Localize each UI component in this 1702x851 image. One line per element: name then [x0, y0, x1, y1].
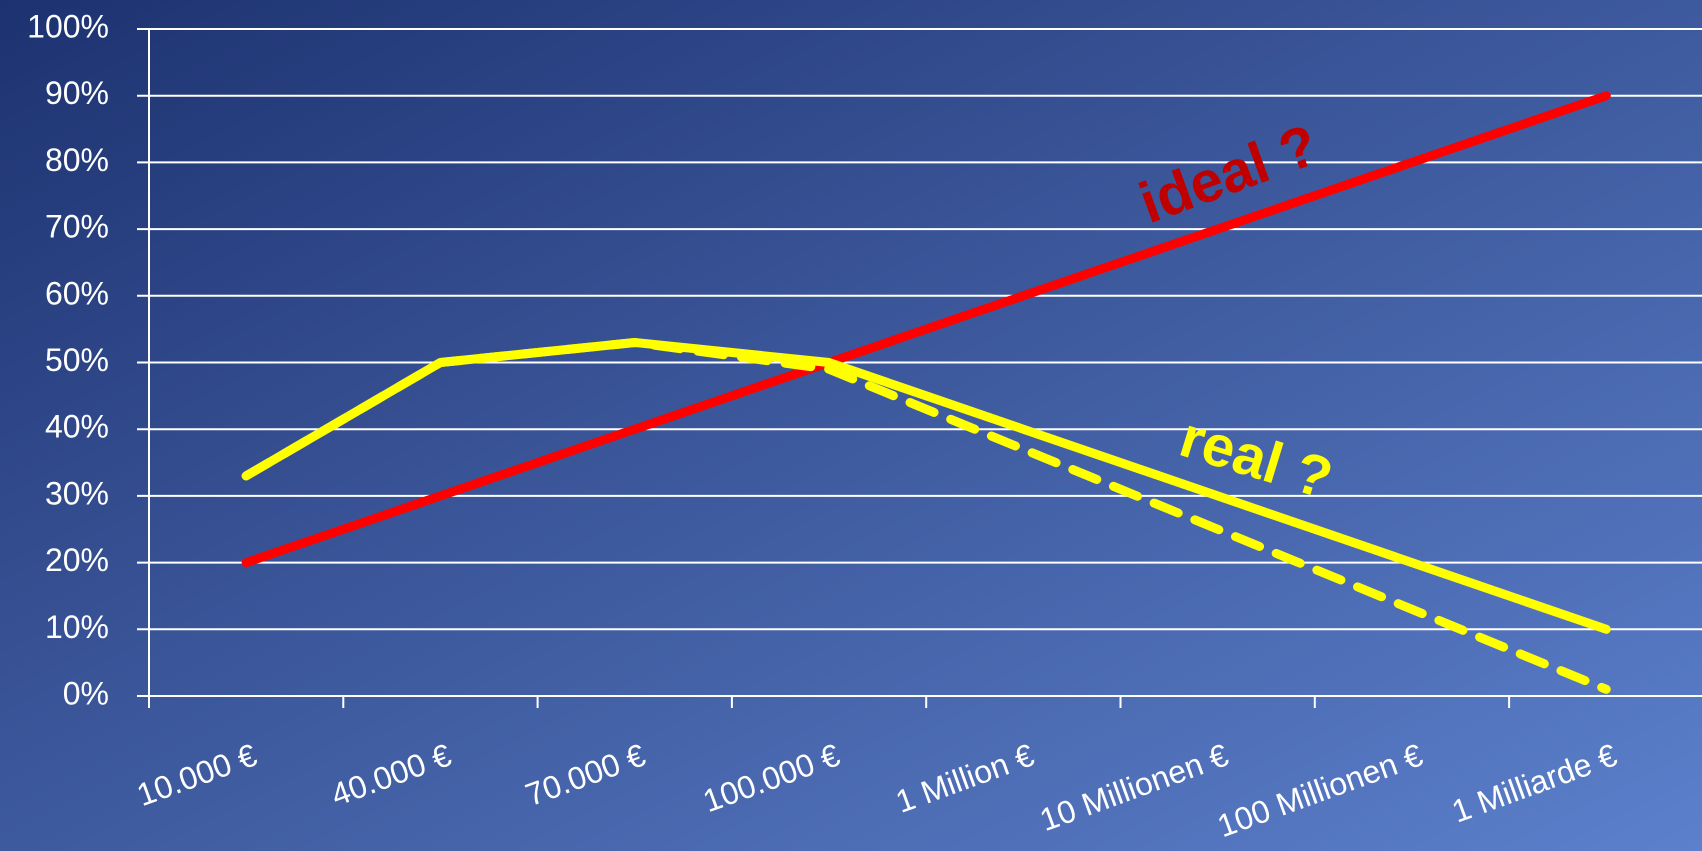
y-tick-label: 20% — [45, 542, 109, 578]
y-tick-label: 0% — [63, 675, 109, 711]
series-line — [241, 337, 1611, 634]
y-tick-label: 60% — [45, 275, 109, 311]
y-tick-label: 70% — [45, 209, 109, 245]
y-tick-label: 80% — [45, 142, 109, 178]
series-line — [241, 91, 1611, 568]
y-tick-label: 90% — [45, 75, 109, 111]
y-tick-label: 40% — [45, 409, 109, 445]
series-line — [241, 337, 1611, 694]
y-tick-label: 30% — [45, 475, 109, 511]
y-tick-label: 50% — [45, 342, 109, 378]
y-tick-label: 10% — [45, 609, 109, 645]
y-tick-label: 100% — [27, 8, 109, 44]
